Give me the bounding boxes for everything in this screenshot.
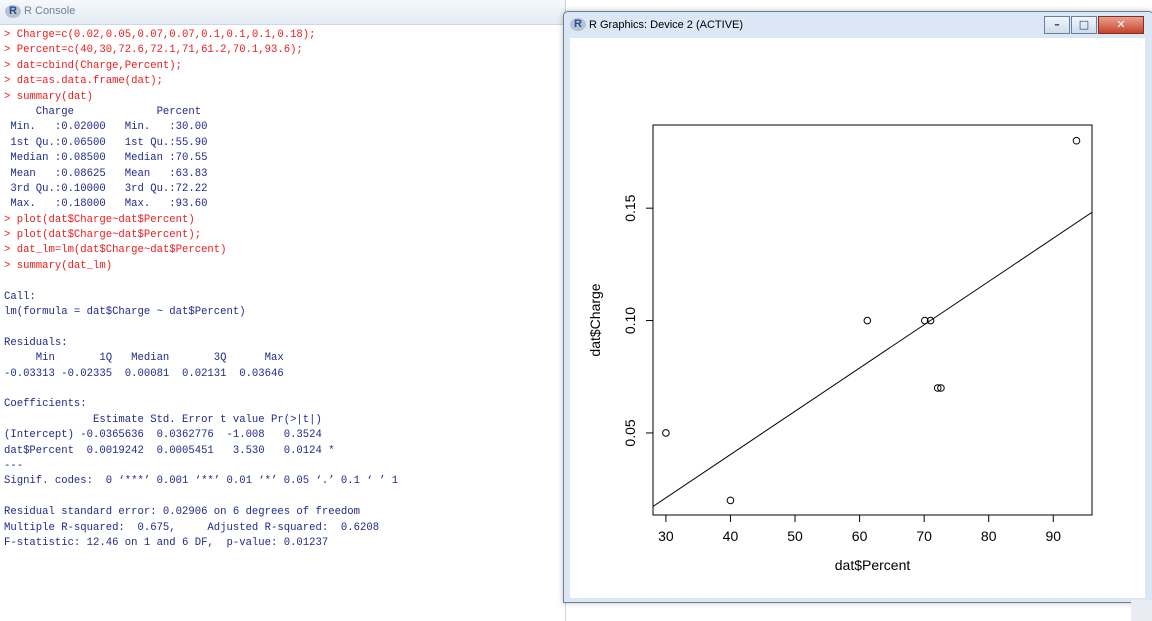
data-point (863, 316, 872, 325)
console-title: R Console (24, 5, 76, 17)
maximize-icon: □ (1078, 18, 1090, 31)
console-output-line: Min. :0.02000 Min. :30.00 (4, 121, 208, 134)
console-output-line: Min 1Q Median 3Q Max (4, 352, 284, 365)
minimize-button[interactable]: – (1044, 16, 1070, 34)
console-command-line: > dat=as.data.frame(dat); (4, 75, 163, 88)
r-logo-icon: R (570, 18, 586, 31)
y-tick-label: 0.10 (622, 307, 638, 334)
r-console-window[interactable]: R R Console > Charge=c(0.02,0.05,0.07,0.… (0, 0, 566, 621)
console-output-line: Coefficients: (4, 398, 87, 411)
console-command-line: > Percent=c(40,30,72.6,72.1,71,61.2,70.1… (4, 44, 303, 57)
data-point (933, 384, 942, 392)
data-point (662, 429, 670, 437)
console-command-line: > plot(dat$Charge~dat$Percent) (4, 213, 195, 226)
console-output-line: Charge Percent (4, 105, 202, 118)
console-command-line: > dat=cbind(Charge,Percent); (4, 59, 183, 72)
x-tick-label: 30 (658, 528, 674, 544)
close-button[interactable]: ✕ (1098, 16, 1144, 34)
scatter-plot: 30 40 50 60 70 80 90 0.05 0.10 0.15 dat$Percent dat… (587, 124, 1093, 573)
console-output-line: Max. :0.18000 Max. :93.60 (4, 198, 208, 211)
console-output-line: Call: (4, 290, 36, 303)
console-command-line: > plot(dat$Charge~dat$Percent); (4, 229, 202, 242)
maximize-button[interactable]: □ (1071, 16, 1097, 34)
console-output-line: Median :0.08500 Median :70.55 (4, 152, 208, 165)
console-titlebar[interactable]: R R Console (0, 0, 565, 25)
plot-canvas: 30 40 50 60 70 80 90 0.05 0.10 0.15 dat$Percent dat… (570, 38, 1145, 598)
data-point (1072, 136, 1081, 145)
x-tick-label: 70 (916, 528, 932, 544)
graphics-window[interactable]: R R Graphics: Device 2 (ACTIVE) – □ ✕ 30… (563, 11, 1152, 603)
console-output-line: dat$Percent 0.0019242 0.0005451 3.530 0.… (4, 444, 335, 457)
graphics-titlebar[interactable]: R R Graphics: Device 2 (ACTIVE) – □ ✕ (564, 12, 1152, 38)
minimize-icon: – (1054, 18, 1060, 31)
regression-line (653, 211, 1092, 507)
x-tick-label: 60 (852, 528, 868, 544)
close-icon: ✕ (1116, 18, 1126, 31)
y-axis-label: dat$Charge (587, 283, 603, 356)
graphics-title: R Graphics: Device 2 (ACTIVE) (589, 19, 744, 31)
console-output-line: -0.03313 -0.02335 0.00081 0.02131 0.0364… (4, 367, 284, 380)
console-output-line: 3rd Qu.:0.10000 3rd Qu.:72.22 (4, 182, 208, 195)
console-output-line: Multiple R-squared: 0.675, Adjusted R-sq… (4, 521, 380, 534)
console-output-line: Estimate Std. Error t value Pr(>|t|) (4, 413, 322, 426)
x-axis-label: dat$Percent (835, 557, 911, 573)
scrollbar-corner[interactable] (1131, 600, 1152, 621)
console-output-line (4, 320, 560, 335)
data-point (937, 384, 945, 392)
console-output-line: F-statistic: 12.46 on 1 and 6 DF, p-valu… (4, 536, 329, 549)
console-output-line: (Intercept) -0.0365636 0.0362776 -1.008 … (4, 429, 322, 442)
data-point (726, 496, 735, 505)
console-output-line: --- (4, 459, 24, 472)
data-point (920, 316, 929, 325)
console-output-line: Residuals: (4, 336, 68, 349)
y-tick-label: 0.05 (622, 419, 638, 446)
x-tick-label: 40 (723, 528, 739, 544)
console-command-line: > Charge=c(0.02,0.05,0.07,0.07,0.1,0.1,0… (4, 29, 316, 41)
y-tick-label: 0.15 (622, 194, 638, 221)
data-point (926, 316, 935, 325)
console-output-line: 1st Qu.:0.06500 1st Qu.:55.90 (4, 136, 208, 149)
plot-box (652, 124, 1093, 516)
r-logo-icon: R (5, 5, 21, 18)
console-command-line: > summary(dat) (4, 90, 94, 103)
console-command-line: > summary(dat_lm) (4, 259, 113, 272)
x-tick-label: 50 (787, 528, 803, 544)
console-command-line: > dat_lm=lm(dat$Charge~dat$Percent) (4, 244, 227, 257)
console-output-line: Signif. codes: 0 ‘***’ 0.001 ‘**’ 0.01 ‘… (4, 475, 399, 488)
x-tick-label: 90 (1045, 528, 1061, 544)
console-output-line (4, 382, 560, 397)
console-output-line (4, 490, 560, 505)
console-output-line: Residual standard error: 0.02906 on 6 de… (4, 506, 361, 519)
console-output-line: Mean :0.08625 Mean :63.83 (4, 167, 208, 180)
console-output-line (4, 274, 560, 289)
x-tick-label: 80 (981, 528, 997, 544)
console-output[interactable]: > Charge=c(0.02,0.05,0.07,0.07,0.1,0.1,0… (4, 28, 560, 618)
console-output-line: lm(formula = dat$Charge ~ dat$Percent) (4, 306, 246, 319)
